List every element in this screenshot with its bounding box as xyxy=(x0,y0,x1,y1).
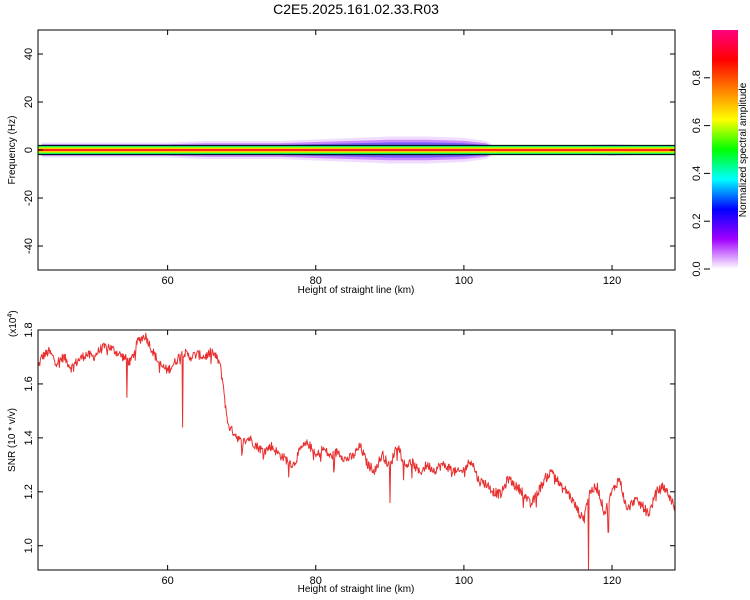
svg-text:1.2: 1.2 xyxy=(23,484,35,499)
spectrogram-y-ticks: 40 20 0 -20 -40 xyxy=(23,48,675,254)
y-tick: 40 xyxy=(23,48,675,60)
x-tick: 60 xyxy=(161,330,174,587)
colorbar-tick: 0.8 xyxy=(691,70,710,85)
snr-frame xyxy=(37,329,676,571)
y-tick: 0 xyxy=(23,147,675,153)
colorbar: 0.0 0.2 0.4 0.6 0.8 Normalized spectral ampl… xyxy=(691,30,749,277)
svg-text:20: 20 xyxy=(23,96,35,108)
colorbar-tick: 0.4 xyxy=(691,166,710,181)
spectrogram-x-ticks: 60 80 100 120 xyxy=(161,30,621,287)
snr-y-ticks: 1.0 1.2 1.4 1.6 1.8 xyxy=(23,322,675,553)
colorbar-label: Normalized spectral amplitude xyxy=(738,82,749,217)
y-tick: 20 xyxy=(23,96,675,108)
spectrogram-core-band xyxy=(38,146,675,154)
spectrogram-y-axis-label: Frequency (Hz) xyxy=(7,116,18,185)
y-tick: 1.0 xyxy=(23,538,675,553)
svg-text:40: 40 xyxy=(23,48,35,60)
x-tick: 80 xyxy=(310,30,322,287)
x-tick: 120 xyxy=(603,330,621,587)
snr-x-axis-label: Height of straight line (km) xyxy=(298,584,415,595)
snr-y-multiplier: (x104) xyxy=(7,310,19,337)
colorbar-tick: 0.2 xyxy=(691,214,710,229)
svg-text:120: 120 xyxy=(603,575,621,587)
svg-text:0.8: 0.8 xyxy=(691,70,703,85)
snr-x-ticks: 60 80 100 120 xyxy=(161,330,621,587)
y-tick: 1.4 xyxy=(23,430,675,446)
y-tick: 1.2 xyxy=(23,484,675,499)
x-tick: 100 xyxy=(455,30,473,287)
svg-text:100: 100 xyxy=(455,275,473,287)
spectrogram-plot-area xyxy=(38,136,675,164)
colorbar-ticks: 0.0 0.2 0.4 0.6 0.8 xyxy=(691,70,710,277)
colorbar-tick: 0.6 xyxy=(691,118,710,133)
snr-panel: 60 80 100 120 1.0 1.2 1.4 1.6 1.8 Height of str… xyxy=(7,310,676,595)
svg-text:60: 60 xyxy=(161,275,173,287)
x-tick: 60 xyxy=(161,30,174,287)
y-tick: 1.6 xyxy=(23,376,675,392)
svg-text:0: 0 xyxy=(23,147,35,153)
svg-text:1.4: 1.4 xyxy=(23,430,35,445)
colorbar-gradient xyxy=(712,30,738,269)
svg-text:1.0: 1.0 xyxy=(23,538,35,553)
svg-text:0.6: 0.6 xyxy=(691,118,703,133)
snr-y-axis-label: SNR (10 * v/v) xyxy=(7,408,18,472)
svg-text:60: 60 xyxy=(161,575,173,587)
svg-text:-20: -20 xyxy=(23,190,35,206)
svg-text:1.6: 1.6 xyxy=(23,376,35,391)
y-tick: 1.8 xyxy=(23,322,675,338)
svg-text:-40: -40 xyxy=(23,238,35,254)
svg-text:80: 80 xyxy=(310,275,322,287)
svg-text:0.4: 0.4 xyxy=(691,166,703,181)
x-tick: 120 xyxy=(603,30,621,287)
y-tick: -40 xyxy=(23,238,675,254)
colorbar-tick: 0.0 xyxy=(691,261,710,277)
svg-text:0.2: 0.2 xyxy=(691,214,703,229)
spectrogram-panel: 60 80 100 120 40 20 0 -20 -40 Height of straigh… xyxy=(7,29,676,296)
spectrogram-x-axis-label: Height of straight line (km) xyxy=(298,285,415,296)
snr-series-line xyxy=(38,332,675,570)
x-tick: 100 xyxy=(455,330,473,587)
svg-text:0.0: 0.0 xyxy=(691,261,703,276)
x-tick: 80 xyxy=(310,330,322,587)
y-tick: -20 xyxy=(23,190,675,206)
svg-text:80: 80 xyxy=(310,575,322,587)
svg-text:100: 100 xyxy=(455,575,473,587)
svg-text:120: 120 xyxy=(603,275,621,287)
chart-title: C2E5.2025.161.02.33.R03 xyxy=(273,1,439,17)
svg-text:1.8: 1.8 xyxy=(23,322,35,337)
